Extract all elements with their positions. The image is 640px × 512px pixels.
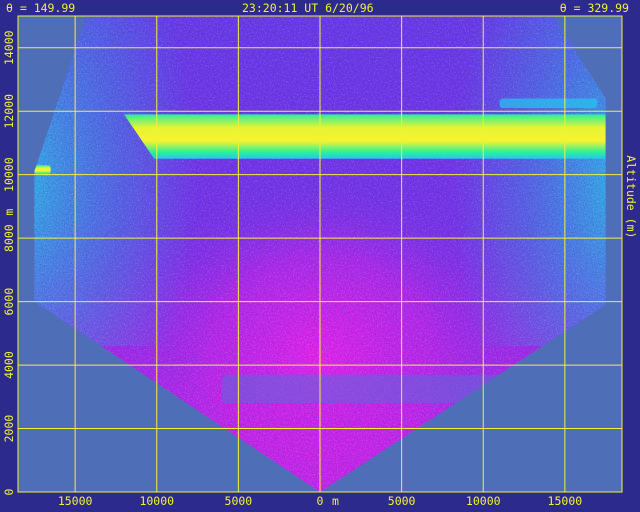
x-tick-label: 5000 xyxy=(225,494,253,508)
y-tick-label: 12000 xyxy=(2,94,16,129)
feature-low-cloud-streak xyxy=(34,165,51,175)
y-tick-label: 10000 xyxy=(2,157,16,192)
x-tick-label: 5000 xyxy=(388,494,416,508)
timestamp: 23:20:11 UT 6/20/96 xyxy=(242,1,374,15)
grid-lines xyxy=(17,15,623,493)
x-tick-label: 15000 xyxy=(548,494,583,508)
y-tick-label: 8000 xyxy=(2,224,16,252)
plot-frame xyxy=(17,15,623,493)
y-tick-labels: 0 2000 4000 6000 8000 10000 12000 14000 xyxy=(2,30,16,495)
theta-right-readout: θ = 329.99 xyxy=(559,1,629,15)
feature-cloud-layer xyxy=(124,114,606,159)
y-tick-label: 4000 xyxy=(2,351,16,379)
altitude-axis-label: Altitude (m) xyxy=(624,155,638,238)
x-tick-label: 10000 xyxy=(139,494,174,508)
x-tick-labels: 15000 10000 5000 0 5000 10000 15000 xyxy=(58,494,582,508)
theta-left-readout: θ = 149.99 xyxy=(6,1,76,15)
x-axis-unit-label: m xyxy=(332,494,339,508)
x-tick-label: 0 xyxy=(317,494,324,508)
y-tick-label: 2000 xyxy=(2,415,16,443)
y-axis-unit-label: m xyxy=(2,209,16,216)
y-tick-label: 14000 xyxy=(2,30,16,65)
y-tick-label: 6000 xyxy=(2,288,16,316)
x-tick-label: 15000 xyxy=(58,494,93,508)
y-tick-label: 0 xyxy=(2,488,16,495)
feature-upper-faint-layer xyxy=(499,98,598,109)
x-tick-label: 10000 xyxy=(466,494,501,508)
